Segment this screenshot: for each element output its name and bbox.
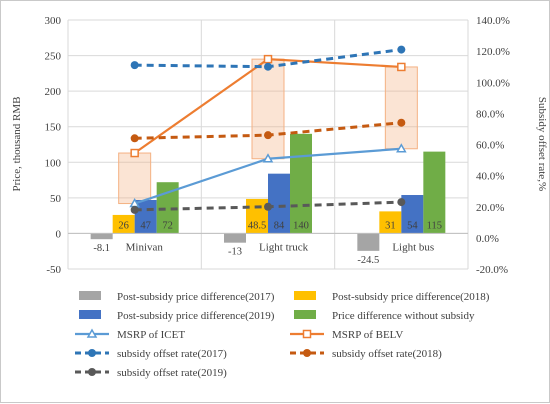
series-marker: [264, 62, 272, 71]
bar-data-label: 31: [385, 220, 396, 231]
left-tick-label: 250: [45, 51, 62, 63]
category-label: Light bus: [392, 241, 434, 253]
right-tick-label: 0.0%: [476, 233, 499, 245]
msrp-range-box: [118, 152, 152, 205]
msrp-range-box: [251, 58, 285, 160]
bar-data-label: -24.5: [357, 255, 379, 266]
msrp-range-box: [384, 66, 418, 150]
axes: -50 0 50 100 150 200 250 300 -20.0% 0.0% 20.0% 40.0…: [45, 15, 510, 276]
right-tick-label: 20.0%: [476, 202, 504, 214]
msrp-range-boxes: [118, 58, 418, 205]
legend-swatch: [294, 310, 316, 319]
bar: [246, 198, 268, 234]
legend-swatch: [79, 291, 101, 300]
legend-swatch: [294, 291, 316, 300]
bar: [379, 211, 402, 234]
left-tick-label: 100: [45, 157, 62, 169]
legend-label: subsidy offset rate(2018): [332, 348, 442, 360]
series-marker: [264, 202, 272, 211]
series-marker: [130, 134, 139, 143]
line-series: [129, 45, 407, 214]
category-label: Light truck: [259, 241, 309, 253]
bar: [401, 195, 424, 234]
series-marker: [397, 198, 406, 207]
right-tick-label: 80.0%: [476, 108, 504, 120]
bar-data-label: 26: [118, 220, 129, 231]
bar-data-label: 115: [427, 220, 442, 231]
series-marker: [397, 45, 406, 54]
legend-label: MSRP of BELV: [332, 329, 403, 341]
series-marker: [264, 131, 272, 140]
right-tick-label: 140.0%: [476, 15, 510, 27]
series-marker: [396, 143, 407, 153]
series-marker: [303, 349, 311, 357]
bar: [112, 214, 135, 234]
category-label: Minivan: [126, 241, 164, 253]
bar-data-label: 48.5: [248, 220, 266, 231]
series-marker: [130, 205, 139, 214]
legend-swatch: [79, 310, 101, 319]
right-tick-label: -20.0%: [476, 264, 508, 276]
legend-label: Price difference without subsidy: [332, 310, 475, 322]
series-marker: [263, 54, 273, 64]
bar-data-label: 140: [293, 220, 309, 231]
legend-label: Post-subsidy price difference(2017): [117, 291, 275, 303]
bar: [357, 233, 380, 251]
legend-label: subsidy offset rate(2017): [117, 348, 227, 360]
left-axis-title: Price, thousand RMB: [11, 96, 23, 191]
bar-data-label: 54: [407, 220, 418, 231]
left-tick-label: -50: [46, 264, 61, 276]
bar: [90, 233, 113, 240]
series-marker: [86, 328, 98, 338]
bar-data-label: 72: [162, 220, 173, 231]
series-marker: [130, 61, 139, 70]
bar: [423, 151, 446, 234]
right-tick-label: 100.0%: [476, 77, 510, 89]
legend-label: Post-subsidy price difference(2019): [117, 310, 275, 322]
legend-label: Post-subsidy price difference(2018): [332, 291, 490, 303]
bar-data-label: 84: [274, 220, 285, 231]
bar: [224, 233, 246, 243]
left-tick-label: 0: [56, 228, 62, 240]
left-tick-label: 50: [50, 193, 62, 205]
data-labels: -8.1 -13 -24.5 26 48.5 31 47 84 54 72 140 115 Miniva…: [93, 220, 442, 265]
series-marker: [302, 329, 312, 339]
bar: [290, 133, 312, 234]
right-tick-label: 40.0%: [476, 171, 504, 183]
right-axis-title: Subsidy offset rate,%: [536, 97, 548, 191]
left-tick-label: 150: [45, 122, 62, 134]
bar: [268, 173, 290, 234]
series-marker: [397, 118, 406, 127]
right-tick-label: 120.0%: [476, 46, 510, 58]
right-tick-label: 60.0%: [476, 140, 504, 152]
series-marker: [88, 368, 96, 376]
legend: Post-subsidy price difference(2017) Post-…: [75, 291, 490, 379]
legend-label: subsidy offset rate(2019): [117, 367, 227, 379]
series-marker: [262, 153, 274, 163]
series-marker: [88, 349, 96, 357]
series-marker: [397, 62, 406, 72]
legend-label: MSRP of ICET: [117, 329, 185, 341]
series-marker: [130, 148, 139, 158]
left-tick-label: 200: [45, 86, 62, 98]
bar-data-label: -13: [228, 247, 242, 258]
left-tick-label: 300: [45, 15, 62, 27]
bar-data-label: 47: [140, 220, 151, 231]
bar-data-label: -8.1: [93, 243, 110, 254]
